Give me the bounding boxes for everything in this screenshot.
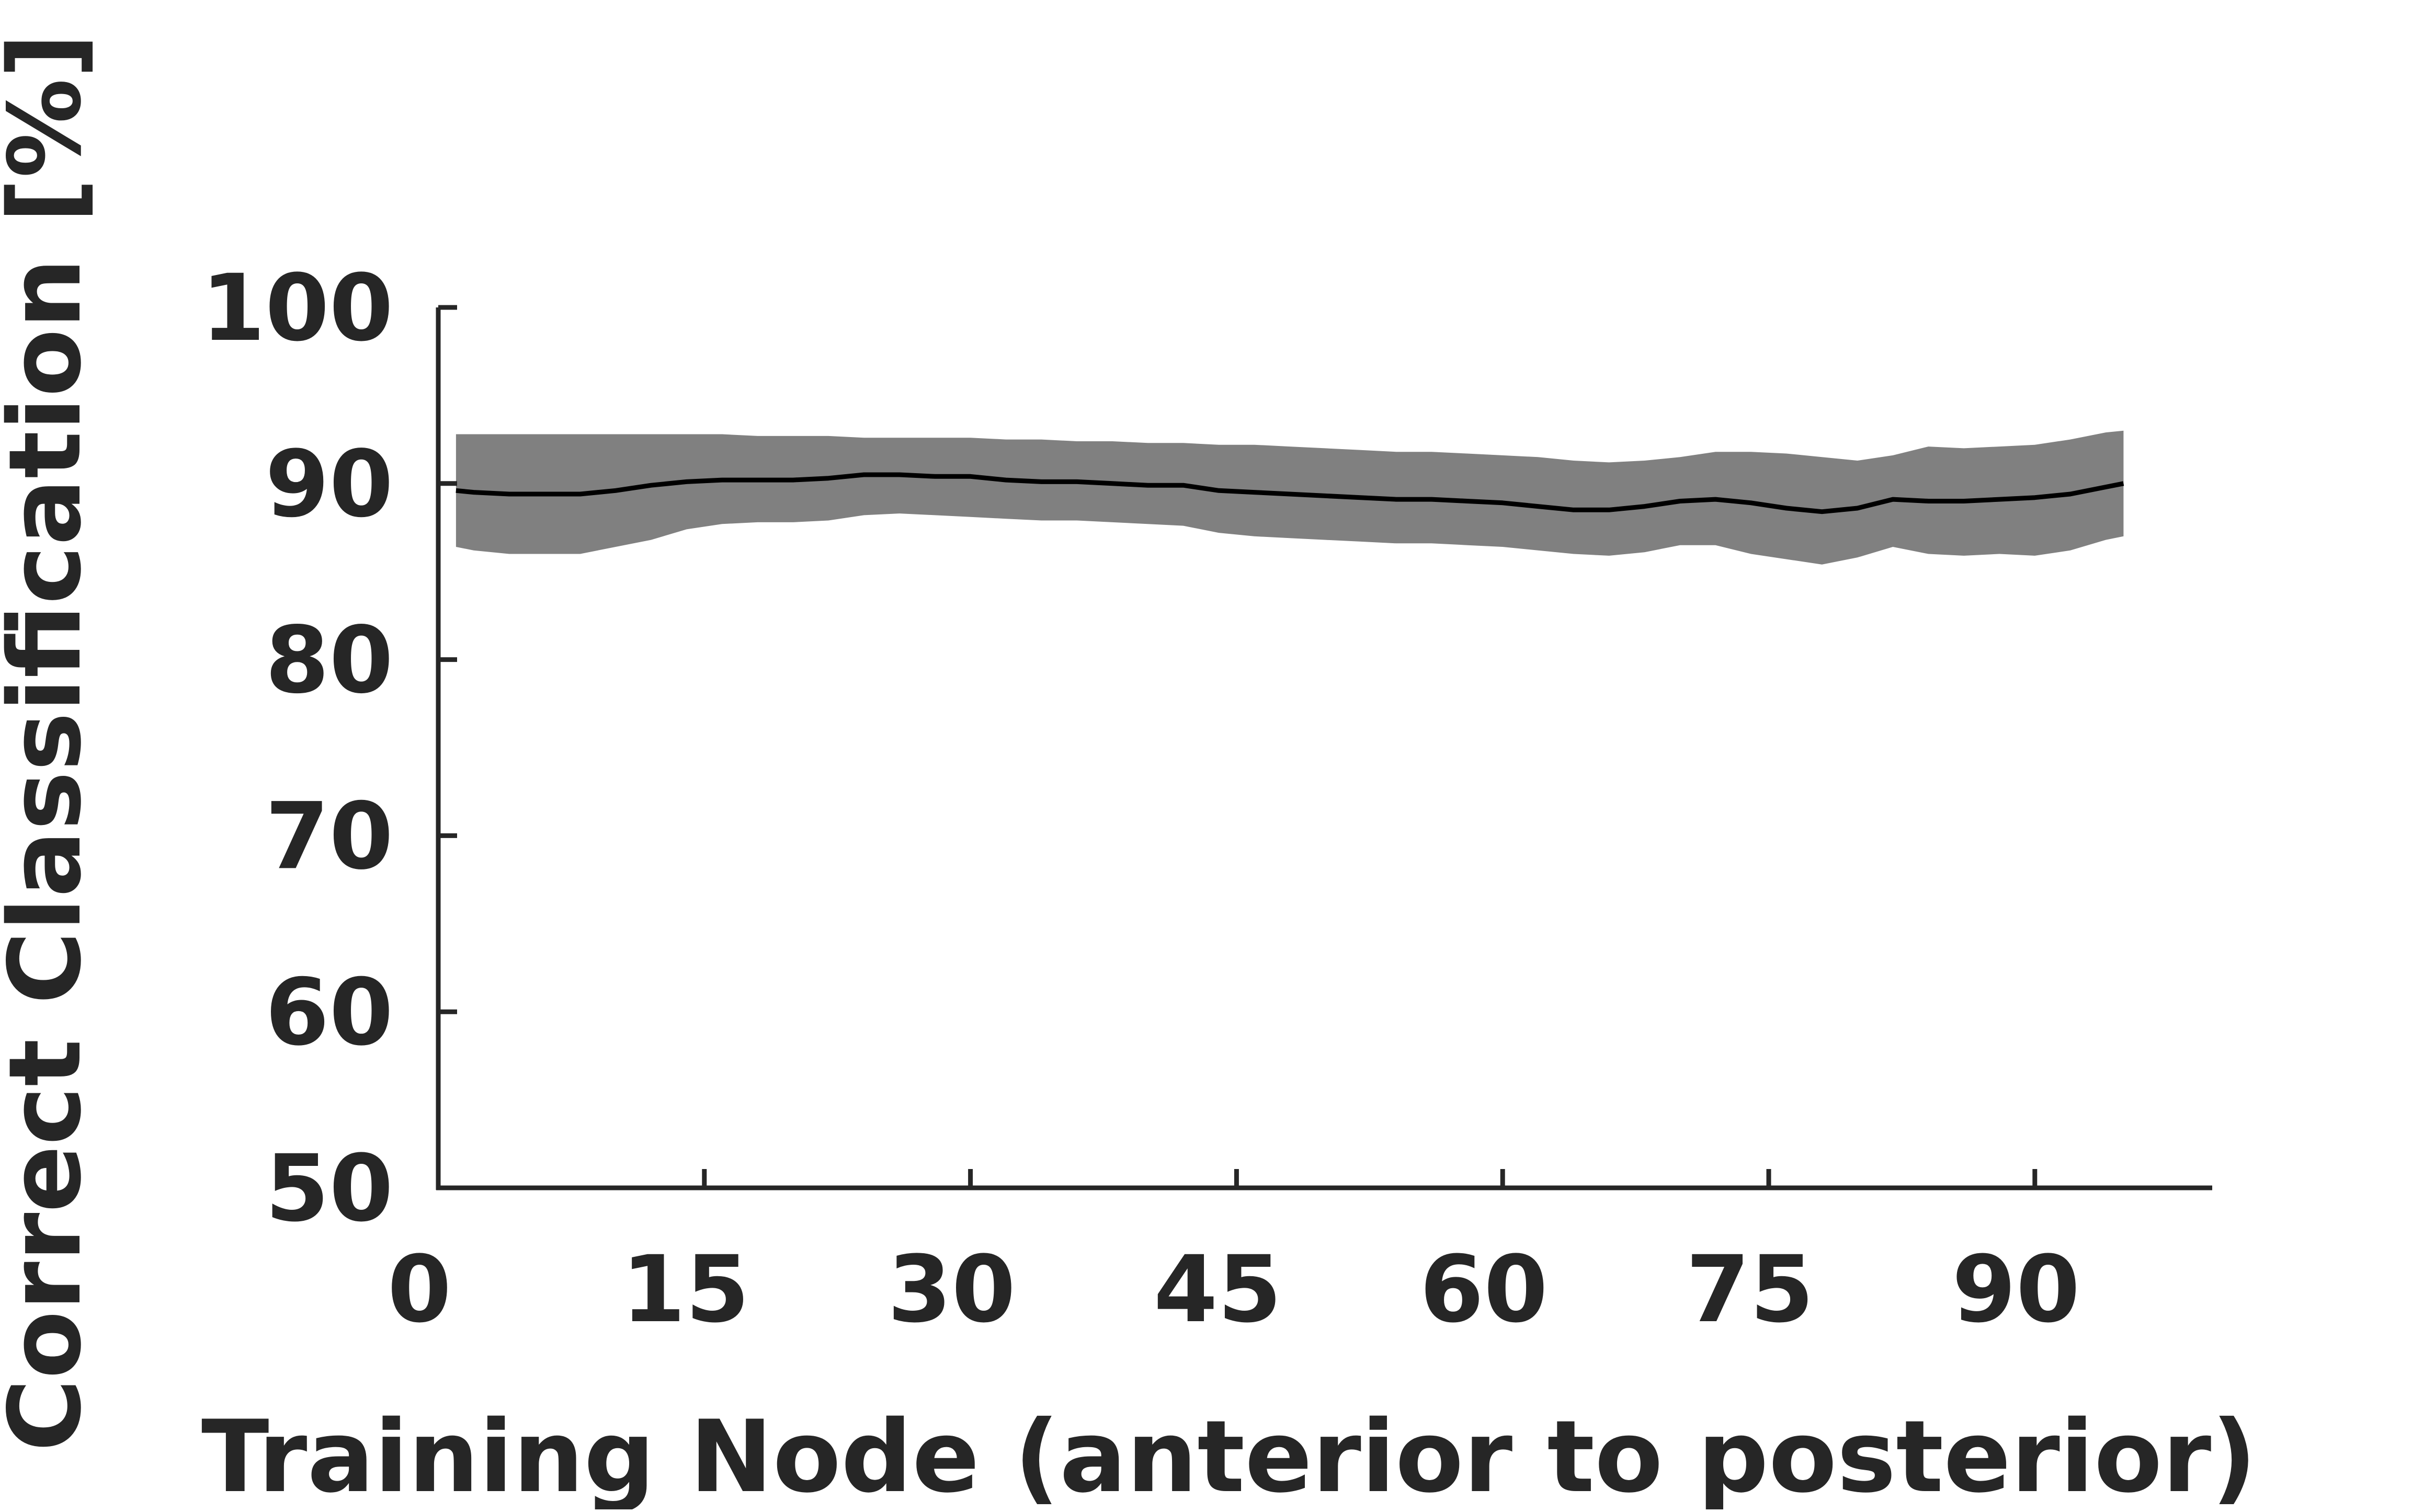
x-tick-label: 0 [388,1236,451,1343]
x-tick-label: 75 [1686,1236,1814,1343]
x-tick-label: 45 [1154,1236,1282,1343]
y-tick-label: 50 [265,1135,393,1242]
x-tick-label: 15 [621,1236,749,1343]
x-tick-label: 90 [1952,1236,2080,1343]
y-tick-label: 70 [265,783,393,890]
y-tick-label: 80 [265,607,393,714]
x-tick-label: 30 [888,1236,1016,1343]
y-tick-label: 90 [265,431,393,538]
confidence-band [456,430,2124,565]
series-line [456,472,2124,514]
y-tick-label: 100 [201,255,393,362]
x-axis-title: Training Node (anterior to posterior) [201,1399,2257,1509]
y-axis-title: Correct Classification [%] [0,33,103,1452]
x-tick-label: 60 [1420,1236,1548,1343]
y-tick-label: 60 [265,959,393,1066]
